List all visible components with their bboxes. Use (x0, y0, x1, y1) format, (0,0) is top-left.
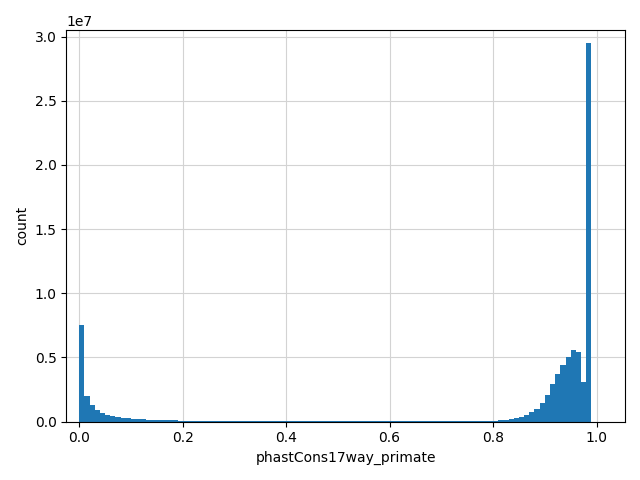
Bar (586, 43, 591, 421)
Bar (110, 416, 115, 421)
Bar (561, 365, 566, 421)
Bar (157, 420, 162, 421)
Bar (514, 418, 519, 421)
X-axis label: phastCons17way_primate: phastCons17way_primate (255, 451, 436, 465)
Bar (95, 410, 100, 421)
Bar (79, 325, 84, 421)
Y-axis label: count: count (15, 206, 29, 245)
Bar (504, 420, 509, 421)
Bar (84, 396, 90, 421)
Bar (540, 403, 545, 421)
Bar (529, 412, 534, 421)
Bar (115, 417, 120, 421)
Bar (519, 417, 524, 421)
Bar (545, 395, 550, 421)
Bar (100, 413, 105, 421)
Bar (581, 382, 586, 421)
Bar (120, 418, 126, 421)
Bar (524, 415, 529, 421)
Bar (126, 418, 131, 421)
Bar (550, 384, 555, 421)
Bar (147, 420, 152, 421)
Bar (576, 352, 581, 421)
Bar (162, 420, 167, 421)
Bar (152, 420, 157, 421)
Bar (566, 358, 571, 421)
Bar (509, 419, 514, 421)
Bar (493, 420, 499, 421)
Bar (105, 415, 110, 421)
Bar (90, 405, 95, 421)
Bar (136, 419, 141, 421)
Bar (534, 408, 540, 421)
Bar (182, 420, 188, 421)
Bar (555, 374, 561, 421)
Bar (172, 420, 177, 421)
Bar (177, 420, 182, 421)
Bar (141, 420, 147, 421)
Bar (571, 350, 576, 421)
Bar (131, 419, 136, 421)
Bar (499, 420, 504, 421)
Bar (167, 420, 172, 421)
